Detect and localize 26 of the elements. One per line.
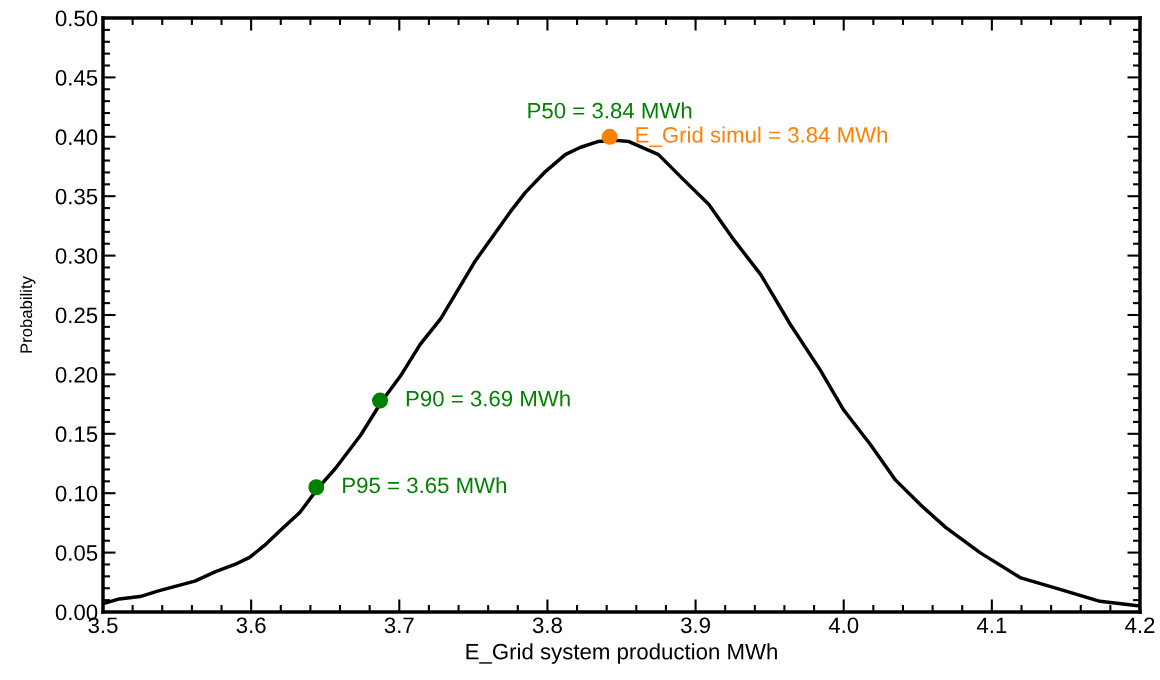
- y-tick-label: 0.35: [55, 188, 98, 205]
- y-tick-label: 0.10: [55, 485, 98, 502]
- point: [372, 392, 389, 409]
- point: [601, 128, 618, 145]
- annotation: P95 = 3.65 MWh: [343, 476, 507, 494]
- series-label: E_Grid simul = 3.84 MWh: [636, 126, 887, 147]
- x-tick-label: 3.8: [532, 617, 562, 634]
- y-tick-label: 0.40: [55, 129, 98, 146]
- x-tick-label: 4.1: [976, 617, 1007, 633]
- annotation: P50 = 3.84 MWh: [528, 102, 692, 119]
- y-tick-label: 0.45: [55, 69, 98, 86]
- y-axis-title: Probability: [19, 276, 36, 353]
- x-axis-title: E_Grid system production MWh: [466, 643, 777, 664]
- y-tick-label: 0.25: [55, 307, 98, 324]
- x-tick-label: 4.0: [828, 617, 859, 634]
- y-tick-label: 0.15: [55, 426, 98, 443]
- x-tick-label: 3.9: [680, 617, 710, 634]
- point: [308, 479, 325, 496]
- y-tick-label: 0.20: [55, 366, 98, 383]
- x-tick-label: 3.6: [236, 617, 266, 634]
- y-tick-label: 0.05: [55, 545, 98, 561]
- x-tick-label: 3.7: [384, 617, 414, 634]
- y-tick-label: 0.50: [55, 10, 98, 27]
- x-tick-label: 4.2: [1125, 617, 1155, 633]
- y-tick-label: 0.30: [55, 248, 98, 264]
- annotation: P90 = 3.69 MWh: [406, 390, 570, 407]
